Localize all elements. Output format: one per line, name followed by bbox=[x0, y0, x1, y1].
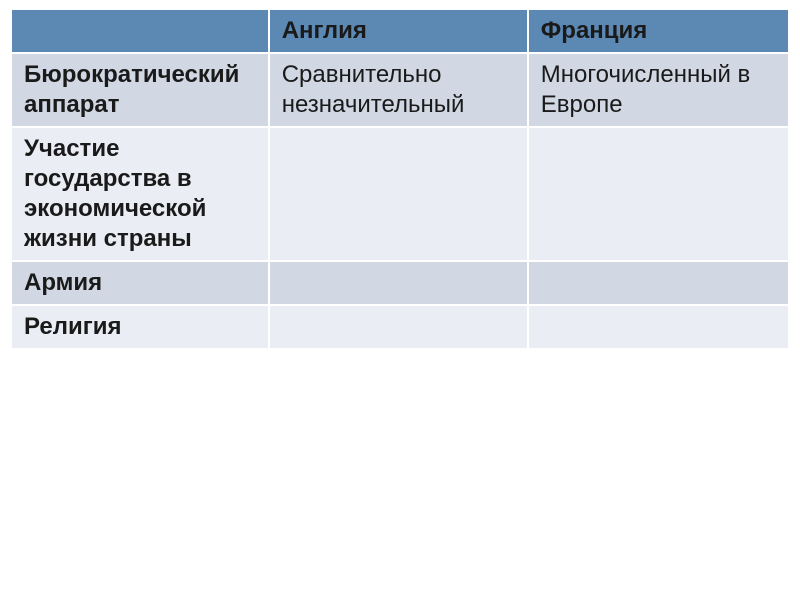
table-row: Армия bbox=[11, 261, 789, 305]
cell bbox=[528, 305, 789, 349]
cell: Сравнительно незначительный bbox=[269, 53, 528, 127]
cell bbox=[269, 305, 528, 349]
comparison-table: Англия Франция Бюрократический аппарат С… bbox=[10, 8, 790, 350]
cell bbox=[269, 261, 528, 305]
header-cell-france: Франция bbox=[528, 9, 789, 53]
cell bbox=[269, 127, 528, 261]
row-label: Религия bbox=[11, 305, 269, 349]
table-row: Религия bbox=[11, 305, 789, 349]
row-label: Армия bbox=[11, 261, 269, 305]
table-row: Участие государства в экономической жизн… bbox=[11, 127, 789, 261]
cell: Многочисленный в Европе bbox=[528, 53, 789, 127]
cell bbox=[528, 127, 789, 261]
slide: Англия Франция Бюрократический аппарат С… bbox=[0, 0, 800, 600]
row-label: Бюрократический аппарат bbox=[11, 53, 269, 127]
header-cell-blank bbox=[11, 9, 269, 53]
header-cell-england: Англия bbox=[269, 9, 528, 53]
table-header-row: Англия Франция bbox=[11, 9, 789, 53]
table-row: Бюрократический аппарат Сравнительно нез… bbox=[11, 53, 789, 127]
cell bbox=[528, 261, 789, 305]
row-label: Участие государства в экономической жизн… bbox=[11, 127, 269, 261]
